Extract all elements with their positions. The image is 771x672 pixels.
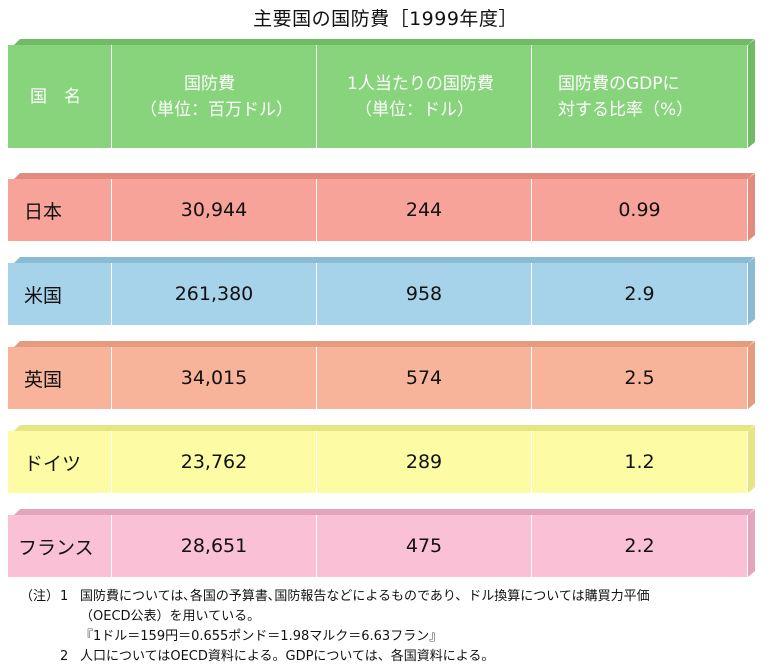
footnote-2: 2 人口についてはOECD資料による。GDPについては、各国資料による。 bbox=[60, 649, 495, 664]
country-name: フランス bbox=[18, 536, 94, 559]
per-capita-value: 289 bbox=[405, 451, 443, 473]
per-capita-value: 958 bbox=[405, 283, 443, 305]
country-name: ドイツ bbox=[24, 452, 82, 475]
defense-value: 261,380 bbox=[174, 283, 254, 305]
country-name: 英国 bbox=[24, 368, 63, 391]
per-capita-value: 475 bbox=[405, 535, 443, 557]
table-row: 英国 34,015 574 2.5 bbox=[8, 347, 756, 447]
footnotes: （注）1 国防費については､各国の予算書､国防報告などによるものであり、ドル換算に… bbox=[20, 587, 765, 667]
gdp-ratio-value: 2.2 bbox=[624, 535, 655, 557]
gdp-ratio-value: 0.99 bbox=[618, 199, 661, 221]
header-per-capita: 1人当たりの国防費 （単位：ドル） bbox=[317, 45, 532, 148]
gdp-ratio-value: 2.9 bbox=[624, 283, 655, 305]
header-defense: 国防費 （単位：百万ドル） bbox=[112, 45, 317, 148]
table-row: 日本 30,944 244 0.99 bbox=[8, 179, 756, 279]
defense-value: 28,651 bbox=[180, 535, 248, 557]
gdp-ratio-value: 1.2 bbox=[624, 451, 655, 473]
table-row: 米国 261,380 958 2.9 bbox=[8, 263, 756, 363]
gdp-ratio-value: 2.5 bbox=[624, 367, 655, 389]
per-capita-value: 244 bbox=[405, 199, 443, 221]
country-name: 米国 bbox=[24, 284, 63, 307]
table-header-row: 国 名 国防費 （単位：百万ドル） 1人当たりの国防費 （単位：ドル） 国防費の… bbox=[8, 45, 756, 148]
footnote-1: （注）1 国防費については､各国の予算書､国防報告などによるものであり、ドル換算に… bbox=[20, 589, 650, 604]
header-gdp-ratio: 国防費のGDPに 対する比率（%） bbox=[532, 45, 748, 148]
page-title: 主要国の国防費［1999年度］ bbox=[253, 8, 518, 30]
table-row: フランス 28,651 475 2.2 bbox=[8, 515, 756, 615]
defense-value: 30,944 bbox=[180, 199, 248, 221]
per-capita-value: 574 bbox=[405, 367, 443, 389]
country-name: 日本 bbox=[24, 200, 63, 223]
defense-value: 34,015 bbox=[180, 367, 248, 389]
header-country: 国 名 bbox=[8, 45, 112, 148]
defense-value: 23,762 bbox=[180, 451, 248, 473]
table-row: ドイツ 23,762 289 1.2 bbox=[8, 431, 756, 531]
